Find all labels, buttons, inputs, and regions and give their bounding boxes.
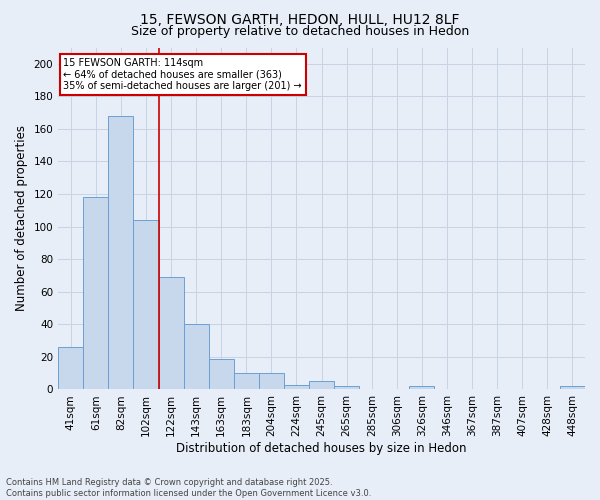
Text: Size of property relative to detached houses in Hedon: Size of property relative to detached ho… bbox=[131, 25, 469, 38]
Bar bbox=[409, 386, 434, 390]
Bar bbox=[184, 324, 209, 390]
Bar bbox=[58, 347, 83, 390]
Bar bbox=[209, 358, 234, 390]
Bar bbox=[560, 386, 585, 390]
Bar bbox=[83, 198, 109, 390]
Bar bbox=[234, 373, 259, 390]
Bar bbox=[334, 386, 359, 390]
X-axis label: Distribution of detached houses by size in Hedon: Distribution of detached houses by size … bbox=[176, 442, 467, 455]
Bar bbox=[109, 116, 133, 390]
Text: 15 FEWSON GARTH: 114sqm
← 64% of detached houses are smaller (363)
35% of semi-d: 15 FEWSON GARTH: 114sqm ← 64% of detache… bbox=[64, 58, 302, 91]
Text: 15, FEWSON GARTH, HEDON, HULL, HU12 8LF: 15, FEWSON GARTH, HEDON, HULL, HU12 8LF bbox=[140, 12, 460, 26]
Bar bbox=[284, 384, 309, 390]
Text: Contains HM Land Registry data © Crown copyright and database right 2025.
Contai: Contains HM Land Registry data © Crown c… bbox=[6, 478, 371, 498]
Bar bbox=[133, 220, 158, 390]
Bar bbox=[158, 277, 184, 390]
Bar bbox=[259, 373, 284, 390]
Bar bbox=[309, 382, 334, 390]
Y-axis label: Number of detached properties: Number of detached properties bbox=[15, 126, 28, 312]
